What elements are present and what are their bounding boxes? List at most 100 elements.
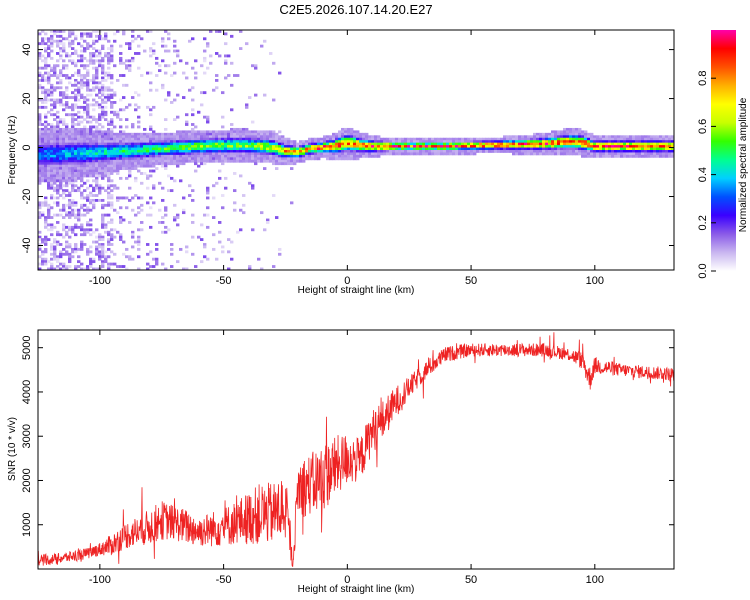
- spectrogram-cell: [83, 32, 87, 36]
- spectrogram-cell: [227, 150, 231, 153]
- spectrogram-cell: [629, 135, 633, 139]
- spectrogram-cell: [62, 118, 66, 122]
- spectrogram-cell: [80, 34, 84, 38]
- spectrogram-cell: [56, 201, 60, 205]
- spectrogram-cell: [662, 135, 666, 139]
- spectrogram-cell: [44, 101, 48, 104]
- spectrogram-cell: [68, 257, 72, 261]
- spectrogram-cell: [53, 167, 57, 170]
- spectrogram-cell: [230, 132, 234, 136]
- spectrogram-cell: [548, 150, 552, 153]
- spectrogram-cell: [491, 145, 495, 148]
- spectrogram-cell: [617, 154, 621, 158]
- spectrogram-cell: [107, 221, 111, 224]
- spectrogram-cell: [509, 135, 513, 139]
- spectrogram-cell: [77, 74, 81, 77]
- spectrogram-cell: [125, 42, 129, 46]
- spectrogram-cell: [572, 147, 576, 151]
- spectrogram-cell: [161, 150, 165, 153]
- spectrogram-cell: [245, 154, 249, 158]
- spectrogram-cell: [152, 154, 156, 158]
- spectrogram-cell: [68, 140, 72, 144]
- spectrogram-cell: [413, 145, 417, 148]
- spectrogram-cell: [77, 145, 81, 148]
- spectrogram-cell: [611, 137, 615, 141]
- spectrogram-cell: [71, 157, 75, 161]
- spectrogram-cell: [416, 137, 420, 141]
- spectrogram-cell: [47, 176, 51, 180]
- spectrogram-cell: [473, 140, 477, 144]
- spectrogram-cell: [107, 120, 111, 124]
- spectrogram-cell: [218, 240, 222, 244]
- spectrogram-cell: [521, 140, 525, 144]
- spectrogram-cell: [110, 44, 114, 48]
- spectrogram-cell: [71, 159, 75, 163]
- spectrogram-cell: [134, 152, 138, 156]
- spectrogram-cell: [575, 147, 579, 151]
- spectrogram-cell: [86, 145, 90, 148]
- spectrogram-cell: [347, 135, 351, 139]
- spectrogram-cell: [257, 147, 261, 151]
- spectrogram-cell: [155, 56, 159, 60]
- spectrogram-cell: [101, 37, 105, 41]
- spectrogram-cell: [80, 176, 84, 180]
- spectrogram-cell: [182, 267, 186, 271]
- spectrogram-cell: [467, 142, 471, 146]
- spectrogram-cell: [557, 130, 561, 134]
- spectrogram-cell: [299, 152, 303, 156]
- spectrogram-cell: [251, 142, 255, 146]
- spectrogram-cell: [665, 150, 669, 153]
- spectrogram-cell: [167, 140, 171, 144]
- spectrogram-cell: [62, 150, 66, 153]
- spectrogram-cell: [44, 66, 48, 70]
- spectrogram-cell: [524, 152, 528, 156]
- spectrogram-cell: [161, 39, 165, 43]
- spectrogram-cell: [482, 137, 486, 141]
- spectrogram-cell: [53, 69, 57, 73]
- spectrogram-cell: [71, 213, 75, 217]
- spectrogram-cell: [98, 91, 102, 95]
- spectrogram-cell: [236, 132, 240, 136]
- spectrogram-cell: [584, 130, 588, 134]
- spectrogram-cell: [47, 159, 51, 163]
- spectrogram-cell: [191, 189, 195, 193]
- spectrogram-cell: [158, 147, 162, 151]
- spectrogram-cell: [248, 132, 252, 136]
- spectrogram-cell: [77, 174, 81, 178]
- spectrogram-cell: [374, 154, 378, 158]
- spectrogram-cell: [122, 108, 126, 112]
- spectrogram-cell: [563, 130, 567, 134]
- spectrogram-cell: [128, 66, 132, 70]
- spectrogram-cell: [596, 137, 600, 141]
- spectrogram-cell: [245, 142, 249, 146]
- spectrogram-cell: [95, 101, 99, 104]
- spectrogram-cell: [125, 125, 129, 129]
- spectrogram-cell: [311, 154, 315, 158]
- spectrogram-cell: [86, 223, 90, 227]
- spectrogram-cell: [110, 228, 114, 232]
- spectrogram-cell: [56, 184, 60, 188]
- spectrogram-cell: [92, 88, 96, 92]
- spectrogram-cell: [74, 140, 78, 144]
- spectrogram-cell: [89, 201, 93, 205]
- spectrogram-cell: [632, 152, 636, 156]
- spectrogram-cell: [98, 130, 102, 134]
- spectrogram-cell: [176, 159, 180, 163]
- spectrogram-cell: [65, 213, 69, 217]
- spectrogram-cell: [98, 81, 102, 85]
- spectrogram-cell: [47, 223, 51, 227]
- spectrogram-cell: [353, 130, 357, 134]
- spectrogram-cell: [179, 179, 183, 183]
- spectrogram-cell: [407, 145, 411, 148]
- spectrogram-cell: [482, 147, 486, 151]
- spectrogram-cell: [53, 145, 57, 148]
- spectrogram-cell: [158, 154, 162, 158]
- spectrogram-cell: [194, 137, 198, 141]
- spectrogram-cell: [566, 147, 570, 151]
- spectrogram-cell: [86, 69, 90, 73]
- spectrogram-cell: [611, 152, 615, 156]
- spectrogram-cell: [74, 162, 78, 166]
- spectrogram-cell: [305, 145, 309, 148]
- spectrogram-cell: [458, 142, 462, 146]
- spectrogram-cell: [203, 145, 207, 148]
